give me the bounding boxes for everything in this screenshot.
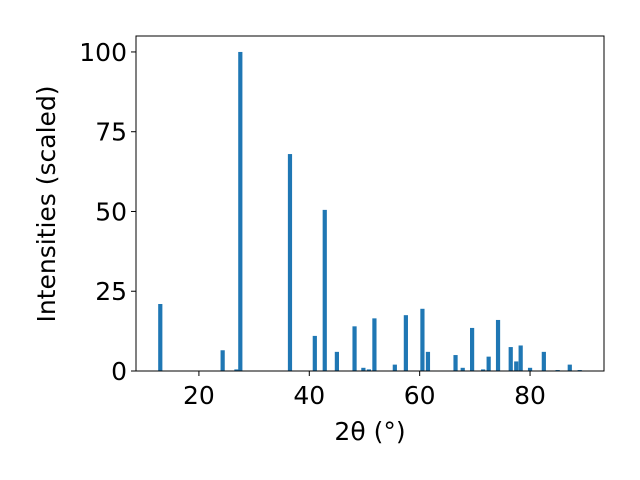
y-tick-label: 75 [95,118,127,147]
bar [481,369,486,371]
bar [322,209,327,371]
bar [366,369,371,371]
y-tick-label: 0 [111,357,127,386]
x-tick-label: 40 [293,381,325,410]
bar [425,351,431,371]
bar [470,327,475,371]
bar [334,351,339,371]
x-ticks: 20 40 60 80 [183,371,546,410]
x-axis-label: 2θ (°) [334,417,405,446]
bar [420,308,425,371]
y-tick-label: 50 [95,197,127,226]
bar [460,367,465,371]
y-tick-label: 100 [79,38,127,67]
bar [234,369,239,371]
bar [518,345,523,371]
bar [453,355,458,371]
bar [238,51,243,371]
bar [527,367,533,371]
bar [158,304,163,371]
bar [372,318,377,371]
bar [287,154,293,371]
y-ticks: 0 25 50 75 100 [79,38,136,386]
y-tick-label: 25 [95,277,127,306]
x-tick-label: 60 [404,381,436,410]
x-tick-label: 20 [183,381,215,410]
bars-group [158,51,582,371]
bar [486,356,491,371]
bar [567,364,572,371]
x-tick-label: 80 [514,381,546,410]
bar [508,347,513,371]
plot-frame [135,35,605,372]
bar [361,367,366,371]
y-axis-label: Intensities (scaled) [32,85,61,322]
bar [392,364,397,371]
bar [495,319,501,371]
bar [220,350,225,371]
bar [312,335,317,371]
bar [514,361,519,371]
bar [541,351,546,371]
bar [403,315,408,371]
bar [352,326,357,371]
